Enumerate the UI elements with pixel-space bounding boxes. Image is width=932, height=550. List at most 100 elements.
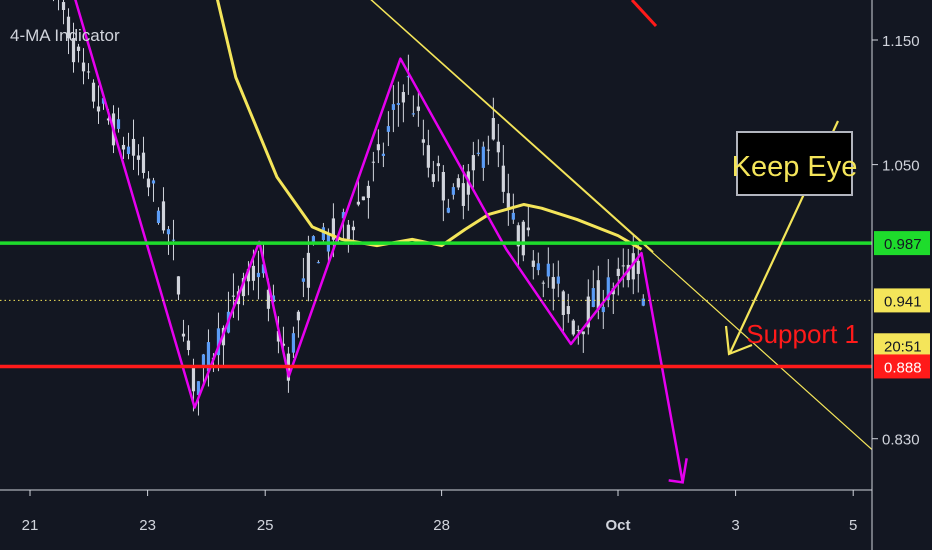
candle-body: [76, 46, 81, 51]
candle-body: [71, 38, 76, 63]
candle-body: [566, 306, 570, 315]
candle-body: [536, 263, 540, 271]
zigzag-pattern: [74, 0, 684, 483]
candle-body: [276, 331, 281, 342]
candle-body: [641, 298, 645, 306]
candle-body: [381, 153, 385, 156]
candle-body: [151, 180, 156, 184]
candle-body: [86, 71, 91, 73]
candle-body: [511, 212, 515, 220]
keep-eye-box: [736, 131, 853, 196]
candle-body: [446, 207, 450, 213]
keep-eye-arrowhead-icon: [724, 325, 753, 356]
candle-body: [531, 260, 535, 267]
y-tick-label: 1.150: [882, 33, 920, 50]
red-mark: [630, 0, 658, 28]
price-label-text: 0.987: [884, 236, 922, 253]
candle-body: [456, 178, 460, 188]
candle-body: [596, 280, 600, 310]
candle-body: [391, 104, 395, 110]
candle-body: [551, 277, 555, 289]
candle-body: [561, 291, 565, 315]
candle-body: [461, 183, 465, 206]
candle-body: [576, 329, 580, 331]
candle-body: [426, 145, 430, 168]
candle-body: [441, 171, 445, 201]
candle-body: [586, 296, 590, 328]
x-tick-label: 25: [257, 517, 274, 534]
candle-body: [421, 139, 425, 143]
candle-body: [481, 146, 485, 168]
candle-body: [601, 306, 605, 313]
candle-body: [206, 342, 211, 372]
candle-body: [476, 152, 480, 154]
candle-body: [216, 328, 221, 356]
candle-body: [101, 98, 106, 104]
candle-body: [256, 272, 261, 278]
candle-body: [266, 289, 271, 309]
candle-body: [526, 227, 530, 231]
candle-body: [61, 2, 66, 10]
x-tick-label: 28: [433, 517, 450, 534]
price-label-text: 20:51: [884, 338, 922, 355]
indicator-label: 4-MA Indicator: [10, 26, 120, 45]
candle-body: [436, 163, 440, 167]
candle-body: [246, 269, 251, 282]
candle-body: [341, 212, 346, 219]
candle-body: [366, 185, 370, 198]
candle-body: [401, 92, 405, 103]
price-label-badge: [874, 288, 930, 313]
candle-body: [371, 161, 375, 163]
candle-body: [521, 221, 525, 256]
candle-body: [186, 340, 191, 351]
candle-body: [66, 16, 71, 39]
candle-body: [361, 196, 365, 201]
candle-body: [581, 331, 585, 335]
keep-eye-label: Keep Eye: [732, 151, 858, 183]
price-label-text: 0.888: [884, 359, 922, 376]
x-tick-label: 23: [139, 517, 156, 534]
candle-body: [181, 333, 186, 337]
candle-body: [626, 264, 630, 281]
candle-body: [281, 343, 286, 346]
price-label-badge: [874, 231, 930, 256]
candle-body: [291, 333, 296, 353]
candle-body: [556, 276, 560, 284]
x-tick-label: 3: [731, 517, 739, 534]
candle-body: [261, 264, 266, 274]
candle-body: [541, 282, 545, 284]
candle-body: [161, 201, 166, 231]
candle-body: [311, 236, 316, 243]
price-label-badge: [874, 354, 930, 379]
candle-body: [506, 193, 510, 209]
candle-body: [156, 210, 161, 223]
candle-body: [606, 277, 610, 301]
candle-body: [241, 278, 246, 297]
candle-body: [231, 295, 236, 297]
candle-body: [146, 178, 151, 188]
candle-body: [621, 265, 625, 267]
candle-body: [191, 367, 196, 392]
candle-body: [116, 119, 121, 129]
candle-body: [136, 155, 141, 160]
candle-body: [131, 138, 136, 156]
candle-body: [126, 146, 131, 155]
y-tick-label: 1.050: [882, 158, 920, 175]
candle-body: [321, 227, 326, 241]
price-label-text: 0.941: [884, 293, 922, 310]
x-tick-label: 5: [849, 517, 857, 534]
candle-body: [96, 106, 101, 112]
candle-body: [616, 268, 620, 276]
candle-body: [396, 103, 400, 105]
candle-body: [166, 229, 171, 235]
candle-body: [251, 265, 256, 281]
candle-body: [501, 165, 505, 192]
y-tick-label: 0.830: [882, 432, 920, 449]
candle-body: [306, 252, 311, 288]
candles: [53, 0, 872, 483]
candle-body: [91, 82, 96, 102]
candle-body: [196, 381, 201, 396]
candle-body: [81, 62, 86, 72]
